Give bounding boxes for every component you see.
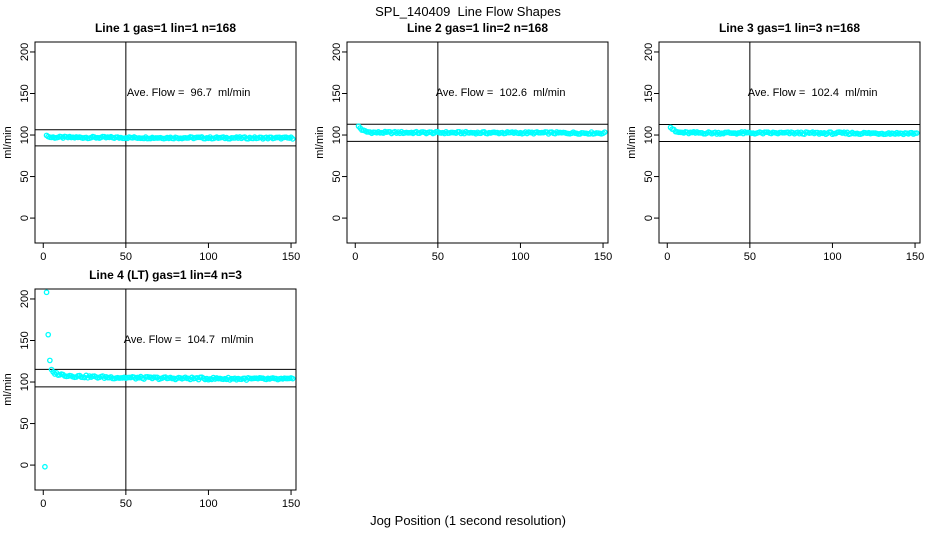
y-tick-label: 50 xyxy=(643,170,655,182)
x-tick-label: 0 xyxy=(40,498,46,510)
y-tick-label: 50 xyxy=(19,170,31,182)
y-tick-label: 100 xyxy=(331,126,343,144)
panel-title: Line 2 gas=1 lin=2 n=168 xyxy=(407,21,548,35)
y-tick-label: 150 xyxy=(331,84,343,102)
x-tick-label: 150 xyxy=(906,251,924,263)
y-axis-label: ml/min xyxy=(626,126,638,158)
x-tick-label: 100 xyxy=(199,498,217,510)
data-point xyxy=(289,136,296,142)
panel-title: Line 4 (LT) gas=1 lin=4 n=3 xyxy=(89,268,242,282)
data-point-outlier xyxy=(43,289,50,296)
y-tick-label: 0 xyxy=(331,215,343,221)
x-axis-title: Jog Position (1 second resolution) xyxy=(370,513,566,528)
x-tick-label: 150 xyxy=(282,498,300,510)
x-tick-label: 100 xyxy=(199,251,217,263)
data-point-outlier xyxy=(45,331,52,338)
y-tick-label: 0 xyxy=(19,462,31,468)
x-tick-label: 150 xyxy=(594,251,612,263)
y-tick-label: 200 xyxy=(19,43,31,61)
figure-title: SPL_140409 Line Flow Shapes xyxy=(375,4,561,19)
data-point xyxy=(601,129,608,136)
y-tick-label: 150 xyxy=(19,84,31,102)
plot-box xyxy=(658,41,921,244)
y-axis-label: ml/min xyxy=(314,126,326,158)
plot-svg-line-1: Line 1 gas=1 lin=1 n=168 0 50 100 150 0 50 100 1… xyxy=(2,21,300,263)
ave-flow-annotation: Ave. Flow = 104.7 ml/min xyxy=(124,334,254,346)
panel-line-2: Line 2 gas=1 lin=2 n=168 0 50 100 150 0 50 100 1… xyxy=(312,18,624,265)
plot-svg-line-4: Line 4 (LT) gas=1 lin=4 n=3 0 50 100 150 0 50 1… xyxy=(2,268,300,510)
x-tick-label: 50 xyxy=(744,251,756,263)
panel-line-4: Line 4 (LT) gas=1 lin=4 n=3 0 50 100 150 0 50 1… xyxy=(0,265,312,512)
panel-title: Line 1 gas=1 lin=1 n=168 xyxy=(95,21,236,35)
y-tick-label: 150 xyxy=(643,84,655,102)
ave-flow-annotation: Ave. Flow = 102.4 ml/min xyxy=(748,87,878,99)
y-tick-label: 100 xyxy=(19,373,31,391)
y-tick-label: 100 xyxy=(643,126,655,144)
x-tick-label: 50 xyxy=(432,251,444,263)
x-tick-label: 50 xyxy=(120,498,132,510)
y-axis-label: ml/min xyxy=(2,126,14,158)
data-point xyxy=(913,130,920,136)
plot-svg-line-3: Line 3 gas=1 lin=3 n=168 0 50 100 150 0 50 100 1… xyxy=(626,21,924,263)
x-tick-label: 150 xyxy=(282,251,300,263)
data-point-outlier xyxy=(48,366,55,373)
y-tick-label: 200 xyxy=(331,43,343,61)
data-point-outlier xyxy=(47,357,53,364)
data-point xyxy=(289,375,296,382)
y-tick-label: 200 xyxy=(19,290,31,308)
x-tick-label: 100 xyxy=(511,251,529,263)
panel-line-3: Line 3 gas=1 lin=3 n=168 0 50 100 150 0 50 100 1… xyxy=(624,18,936,265)
x-tick-label: 0 xyxy=(352,251,358,263)
panel-title: Line 3 gas=1 lin=3 n=168 xyxy=(719,21,860,35)
y-tick-label: 200 xyxy=(643,43,655,61)
y-axis-label: ml/min xyxy=(2,373,14,405)
plot-box xyxy=(34,41,297,244)
plot-box xyxy=(34,288,297,491)
ave-flow-annotation: Ave. Flow = 102.6 ml/min xyxy=(436,87,566,99)
y-tick-label: 150 xyxy=(19,331,31,349)
x-tick-label: 0 xyxy=(40,251,46,263)
panel-line-1: Line 1 gas=1 lin=1 n=168 0 50 100 150 0 50 100 1… xyxy=(0,18,312,265)
y-tick-label: 0 xyxy=(643,215,655,221)
y-tick-label: 50 xyxy=(331,170,343,182)
y-tick-label: 100 xyxy=(19,126,31,144)
plot-box xyxy=(346,41,609,244)
x-tick-label: 0 xyxy=(664,251,670,263)
plot-svg-line-2: Line 2 gas=1 lin=2 n=168 0 50 100 150 0 50 100 1… xyxy=(314,21,612,263)
x-tick-label: 100 xyxy=(823,251,841,263)
ave-flow-annotation: Ave. Flow = 96.7 ml/min xyxy=(127,87,251,99)
data-point-outlier xyxy=(42,463,48,470)
y-tick-label: 50 xyxy=(19,417,31,429)
x-tick-label: 50 xyxy=(120,251,132,263)
y-tick-label: 0 xyxy=(19,215,31,221)
